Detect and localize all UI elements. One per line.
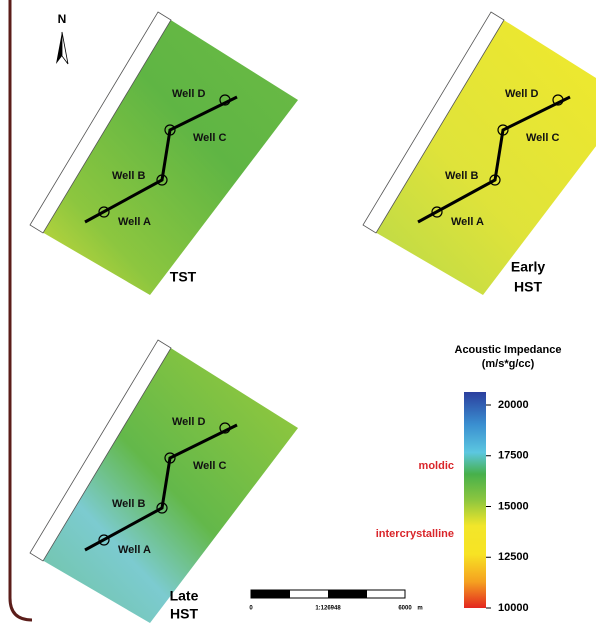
frame [10, 0, 32, 620]
colorbar-tick-label: 15000 [498, 500, 529, 512]
well-label: Well A [451, 216, 484, 228]
north-label: N [58, 12, 67, 26]
well-label: Well A [118, 216, 151, 228]
map-surface [30, 340, 298, 623]
well-label: Well C [526, 132, 559, 144]
annotation: intercrystalline [376, 528, 454, 540]
colorbar-tick-label: 12500 [498, 551, 529, 563]
map-panel: Well A Well B Well C Well D [30, 12, 298, 295]
well-label: Well D [172, 416, 205, 428]
map-surface [30, 12, 298, 295]
map-panel: Well A Well B Well C Well D [363, 12, 596, 295]
well-label: Well B [112, 498, 145, 510]
well-label: Well C [193, 132, 226, 144]
colorbar-tick-label: 17500 [498, 450, 529, 462]
scale-unit: m [417, 606, 422, 612]
panel-label: TST [170, 269, 197, 285]
figure: N Well AWell BWell CWell DTSTWell AWell … [0, 0, 596, 623]
well-label: Well B [112, 170, 145, 182]
well-label: Well B [445, 170, 478, 182]
colorbar [464, 392, 486, 608]
north-arrow [56, 32, 62, 64]
scale-bar-segment [328, 590, 367, 598]
colorbar-tick-label: 20000 [498, 399, 529, 411]
map-panel: Well A Well B Well C Well D [30, 340, 298, 623]
annotation: moldic [419, 460, 454, 472]
panel-label: HST [170, 606, 198, 622]
scale-end: 6000 [398, 606, 412, 612]
scale-ratio: 1:126948 [315, 606, 341, 612]
well-label: Well A [118, 544, 151, 556]
panel-label: Early [511, 259, 545, 275]
panel-label: Late [170, 588, 199, 604]
colorbar-title: Acoustic Impedance [455, 344, 562, 356]
north-arrow [62, 32, 68, 64]
scale-start: 0 [249, 606, 253, 612]
well-label: Well D [172, 88, 205, 100]
colorbar-unit: (m/s*g/cc) [482, 358, 535, 370]
colorbar-ticks: 20000 17500 15000 12500 10000 [486, 399, 529, 614]
scale-bar-segment [251, 590, 290, 598]
well-label: Well D [505, 88, 538, 100]
colorbar-tick-label: 10000 [498, 602, 529, 614]
scale-bar: 0 1:126948 6000 m [249, 590, 422, 612]
well-label: Well C [193, 460, 226, 472]
panel-label: HST [514, 279, 542, 295]
